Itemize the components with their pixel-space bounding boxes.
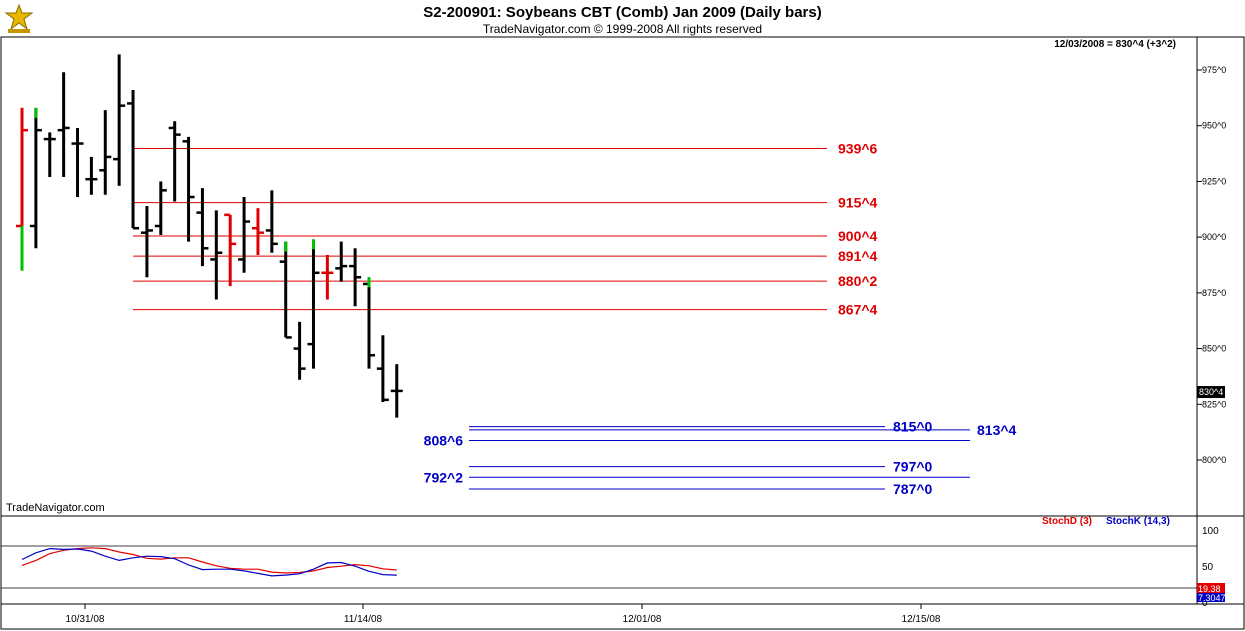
price-tick-label: 975^0 xyxy=(1202,65,1226,75)
chart-frame xyxy=(0,36,1245,630)
price-tick-label: 875^0 xyxy=(1202,288,1226,298)
stoch-d-value: 19.38 xyxy=(1198,584,1221,594)
stoch-d-legend: StochD (3) xyxy=(1042,516,1092,527)
stoch-k-legend: StochK (14,3) xyxy=(1106,516,1170,527)
resistance-label: 880^2 xyxy=(838,273,878,289)
resistance-label: 915^4 xyxy=(838,195,878,211)
price-tick-label: 900^0 xyxy=(1202,232,1226,242)
support-label: 792^2 xyxy=(424,469,464,485)
last-price-label: 830^4 xyxy=(1199,387,1223,397)
stoch-k-value: 7.3047 xyxy=(1198,593,1226,603)
stoch-k-value-box xyxy=(1197,593,1225,602)
support-label: 797^0 xyxy=(893,459,933,475)
tradenavigator-logo-icon xyxy=(2,3,36,35)
price-tick-label: 950^0 xyxy=(1202,121,1226,131)
last-price-box xyxy=(1197,386,1225,399)
stoch-d-line xyxy=(21,547,397,574)
last-bar-info: 12/03/2008 = 830^4 (+3^2) xyxy=(1054,39,1176,50)
date-tick-label: 10/31/08 xyxy=(66,614,105,625)
resistance-label: 891^4 xyxy=(838,248,878,264)
stoch-d-value-box xyxy=(1197,583,1225,593)
support-label: 815^0 xyxy=(893,419,933,435)
stoch-panel: 100 50 0 19.387.3047 xyxy=(21,526,1226,609)
price-axis: 975^0 950^0 925^0 900^0 875^0 850^0 825^0 800^0… xyxy=(1197,65,1226,465)
price-tick-label: 825^0 xyxy=(1202,399,1226,409)
chart-title: S2-200901: Soybeans CBT (Comb) Jan 2009 … xyxy=(423,4,822,21)
support-label: 813^4 xyxy=(977,422,1017,438)
support-label: 787^0 xyxy=(893,481,933,497)
stoch-k-line xyxy=(21,547,397,577)
resistance-label: 939^6 xyxy=(838,141,878,157)
date-tick-label: 12/15/08 xyxy=(902,614,941,625)
price-tick-label: 800^0 xyxy=(1202,455,1226,465)
price-tick-label: 925^0 xyxy=(1202,176,1226,186)
price-bars xyxy=(16,54,403,418)
date-axis: 10/31/08 11/14/08 12/01/08 12/15/08 xyxy=(66,604,941,625)
resistance-label: 900^4 xyxy=(838,228,878,244)
resistance-label: 867^4 xyxy=(838,302,878,318)
copyright-text: TradeNavigator.com © 1999-2008 All right… xyxy=(482,22,763,36)
date-tick-label: 12/01/08 xyxy=(623,614,662,625)
levels-layer: 939^6 915^4 900^4 891^4 880^2 867^4 815^0 797^0… xyxy=(133,141,1017,497)
price-tick-label: 850^0 xyxy=(1202,344,1226,354)
support-label: 808^6 xyxy=(424,433,464,449)
stoch-tick-label: 100 xyxy=(1202,526,1219,537)
watermark: TradeNavigator.com xyxy=(6,502,105,514)
date-tick-label: 11/14/08 xyxy=(344,614,383,625)
stoch-tick-label: 50 xyxy=(1202,562,1214,573)
stoch-tick-label: 0 xyxy=(1202,598,1208,609)
